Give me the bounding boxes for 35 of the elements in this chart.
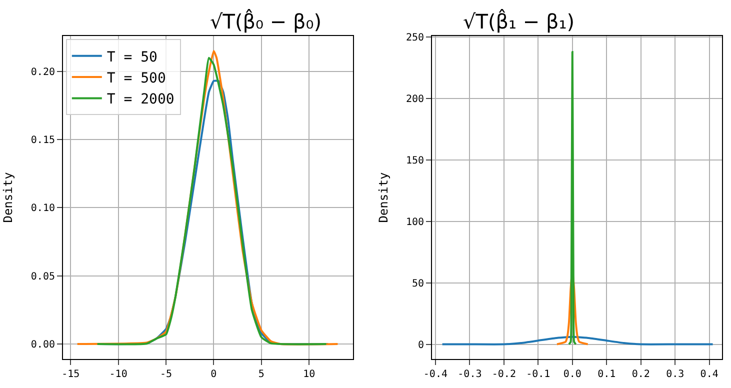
x-tick-label: 0.4	[700, 369, 718, 380]
x-tick-label: 0.2	[632, 369, 650, 380]
y-tick-label: 0.05	[30, 271, 55, 282]
y-tick-label: 50	[412, 278, 424, 290]
y-tick-label: 0.20	[30, 66, 55, 78]
legend-label: T = 2000	[106, 92, 174, 108]
y-tick-label: 0.10	[30, 203, 55, 214]
x-tick-label: -0.3	[458, 369, 482, 380]
x-tick-label: -15	[62, 369, 80, 380]
legend-label: T = 50	[106, 49, 158, 66]
line-series	[441, 336, 714, 346]
x-tick-label: 0.0	[563, 369, 582, 380]
x-tick-label: 0.3	[666, 369, 684, 380]
x-tick-label: -5	[160, 369, 172, 380]
y-tick-label: 0.15	[30, 135, 55, 146]
x-tick-label: 5	[258, 369, 264, 380]
x-tick-label: -0.1	[526, 369, 550, 380]
y-axis-title: Density	[376, 172, 390, 223]
chart-title: √T(β̂₁ − β₁)	[463, 9, 575, 34]
legend-label: T = 500	[106, 70, 166, 86]
x-tick-label: 10	[303, 369, 316, 380]
y-tick-label: 150	[406, 156, 424, 167]
y-axis-title: Density	[1, 172, 16, 223]
y-tick-label: 0.00	[30, 340, 55, 351]
x-tick-label: -0.4	[423, 369, 448, 380]
x-tick-label: -0.2	[492, 369, 516, 380]
chart-title: √T(β̂₀ − β₀)	[210, 9, 322, 34]
y-tick-label: 100	[406, 216, 424, 228]
x-tick-label: -10	[109, 369, 128, 380]
y-tick-label: 0	[418, 340, 424, 351]
line-series	[568, 50, 577, 346]
x-tick-label: 0	[210, 369, 217, 380]
x-tick-label: 0.1	[598, 369, 616, 380]
y-tick-label: 250	[406, 32, 424, 44]
y-tick-label: 200	[406, 94, 424, 106]
